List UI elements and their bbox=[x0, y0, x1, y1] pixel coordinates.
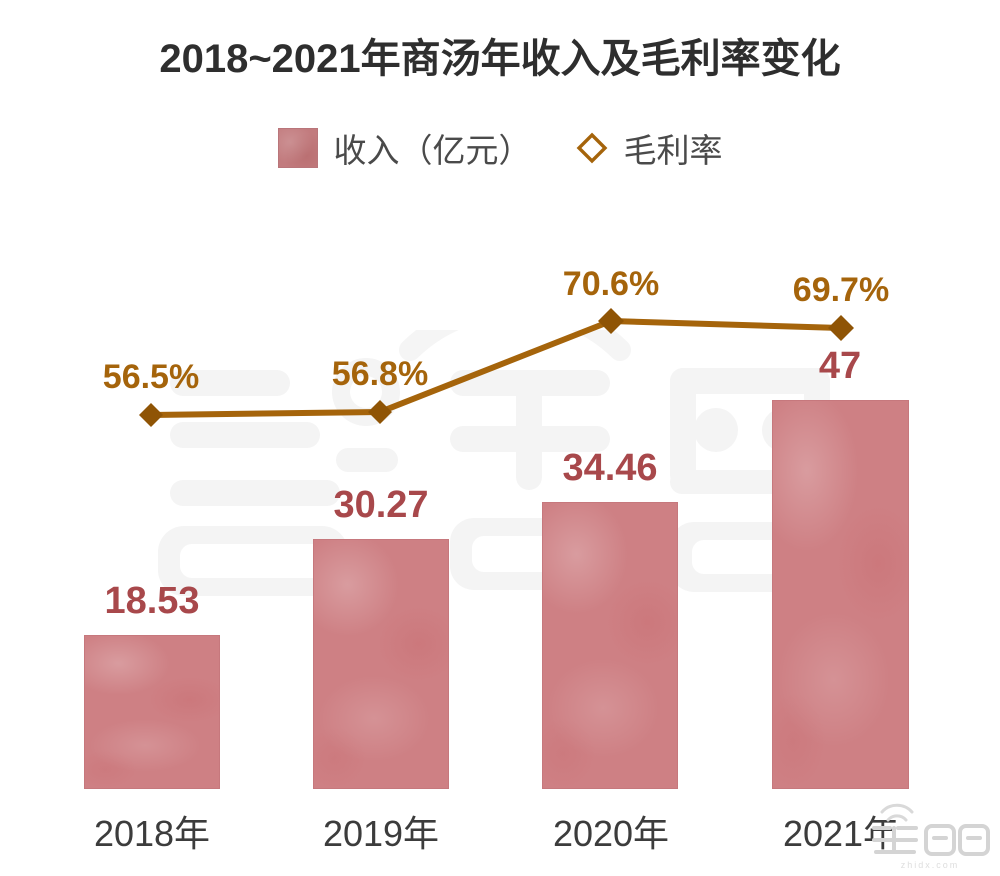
legend-label-gross-margin: 毛利率 bbox=[623, 132, 723, 169]
chart-legend: 收入（亿元） 毛利率 bbox=[0, 124, 1000, 172]
x-axis-label-2019: 2019年 bbox=[322, 813, 440, 854]
x-axis-label-2020: 2020年 bbox=[552, 813, 670, 854]
bar-value-2020: 34.46 bbox=[562, 447, 658, 489]
diamond-outline-icon bbox=[576, 132, 608, 164]
bar-2021[interactable] bbox=[772, 400, 909, 789]
legend-item-gross-margin[interactable]: 毛利率 bbox=[576, 124, 723, 172]
bar-value-2018: 18.53 bbox=[104, 580, 200, 622]
x-axis-label-2021: 2021年 bbox=[782, 813, 900, 854]
bar-2019[interactable] bbox=[313, 539, 449, 789]
margin-label-2020: 70.6% bbox=[562, 265, 660, 303]
margin-label-2019: 56.8% bbox=[331, 355, 429, 393]
legend-label-revenue: 收入（亿元） bbox=[333, 132, 532, 169]
legend-item-revenue[interactable]: 收入（亿元） bbox=[277, 124, 532, 172]
bar-value-2021: 47 bbox=[818, 345, 862, 387]
bar-2020[interactable] bbox=[542, 502, 678, 789]
bar-value-2019: 30.27 bbox=[333, 484, 429, 526]
margin-label-2021: 69.7% bbox=[792, 271, 890, 309]
bar-2018[interactable] bbox=[84, 635, 220, 789]
chart-title: 2018~2021年商汤年收入及毛利率变化 bbox=[159, 37, 841, 81]
margin-label-2018: 56.5% bbox=[102, 358, 200, 396]
square-swatch-icon bbox=[277, 128, 318, 168]
x-axis-label-2018: 2018年 bbox=[93, 813, 211, 854]
